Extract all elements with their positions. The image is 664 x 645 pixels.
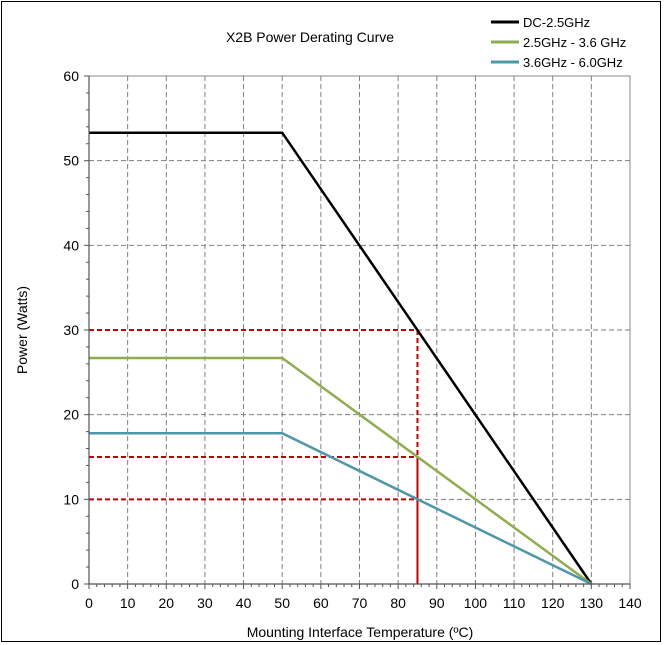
- x-tick-label: 60: [313, 595, 329, 611]
- series-lines: [89, 131, 593, 586]
- y-tick-labels: 0 10 20 30 40 50 60: [63, 68, 79, 592]
- y-tick-label: 60: [63, 68, 79, 84]
- legend-label: DC-2.5GHz: [523, 15, 590, 30]
- x-tick-label: 100: [464, 595, 488, 611]
- x-tick-labels: 0 10 20 30 40 50 60 70 80 90 100 110 120 130 140: [85, 595, 642, 611]
- x-tick-label: 0: [85, 595, 93, 611]
- y-tick-label: 40: [63, 237, 79, 253]
- axes: [84, 75, 631, 589]
- x-tick-label: 90: [429, 595, 445, 611]
- legend-label: 3.6GHz - 6.0GHz: [523, 55, 623, 70]
- legend: DC-2.5GHz 2.5GHz - 3.6 GHz 3.6GHz - 6.0GHz: [491, 15, 626, 70]
- x-tick-label: 20: [158, 595, 174, 611]
- y-tick-label: 0: [71, 576, 79, 592]
- x-tick-label: 140: [618, 595, 642, 611]
- x-tick-label: 40: [236, 595, 252, 611]
- y-tick-label: 10: [63, 491, 79, 507]
- reference-lines: [89, 329, 419, 584]
- legend-label: 2.5GHz - 3.6 GHz: [523, 35, 626, 50]
- x-axis-label: Mounting Interface Temperature (ºC): [247, 624, 474, 640]
- x-tick-label: 10: [120, 595, 136, 611]
- x-tick-label: 70: [352, 595, 368, 611]
- y-tick-label: 20: [63, 407, 79, 423]
- x-tick-label: 30: [197, 595, 213, 611]
- grid-lines: [89, 76, 630, 584]
- y-axis-label: Power (Watts): [14, 286, 30, 374]
- x-tick-label: 130: [580, 595, 604, 611]
- x-tick-label: 120: [541, 595, 565, 611]
- x-tick-label: 80: [390, 595, 406, 611]
- y-tick-label: 50: [63, 153, 79, 169]
- series-line: [89, 432, 592, 586]
- x-tick-label: 110: [503, 595, 526, 611]
- series-line: [89, 356, 593, 586]
- y-tick-label: 30: [63, 322, 79, 338]
- chart-title: X2B Power Derating Curve: [226, 29, 394, 45]
- series-line: [89, 131, 593, 585]
- x-tick-label: 50: [274, 595, 290, 611]
